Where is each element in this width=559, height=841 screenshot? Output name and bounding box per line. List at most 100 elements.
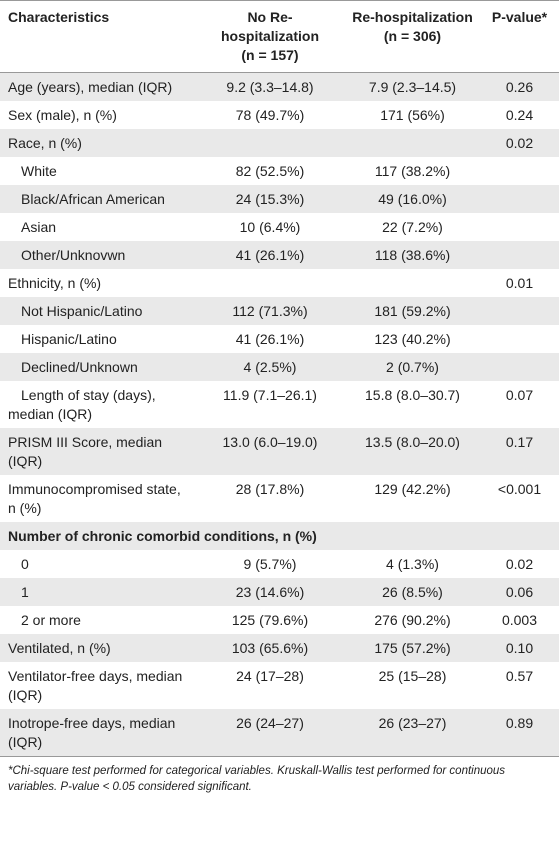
table-cell: 7.9 (2.3–14.5)	[345, 72, 480, 101]
table-cell: 4 (1.3%)	[386, 555, 439, 572]
table-cell: 175 (57.2%)	[345, 634, 480, 662]
table-cell	[480, 297, 559, 325]
table-row: Asian 10 (6.4%) 22 (7.2%)	[0, 213, 559, 241]
table-cell: Other/Unknovwn	[0, 241, 195, 269]
table-cell: 181 (59.2%)	[345, 297, 480, 325]
table-row: Inotrope-free days, median (IQR) 26 (24–2…	[0, 709, 559, 757]
table-cell	[345, 269, 480, 297]
header-cell: Re-hospitalization (n = 306)	[345, 0, 480, 73]
table-row: 2 or more 125 (79.6%) 276 (90.2%) 0.003	[0, 606, 559, 634]
table-cell: 0.02	[505, 555, 534, 572]
table-row: Declined/Unknown 4 (2.5%) 2 (0.7%)	[0, 353, 559, 381]
table-cell: 276 (90.2%)	[374, 611, 451, 628]
table-row: Number of chronic comorbid conditions, n…	[0, 522, 559, 550]
table-body: Age (years), median (IQR) 9.2 (3.3–14.8) 7…	[0, 72, 559, 757]
table-cell: 123 (40.2%)	[374, 330, 451, 347]
header-label: Re-hospitalization	[352, 9, 473, 25]
table-cell: 41 (26.1%)	[235, 330, 305, 347]
table-cell: 9.2 (3.3–14.8)	[195, 72, 345, 101]
table-cell: 10 (6.4%)	[239, 218, 301, 235]
table-cell: 26 (8.5%)	[345, 578, 480, 606]
table-cell: 82 (52.5%)	[235, 162, 305, 179]
table-cell: 26 (24–27)	[195, 709, 345, 757]
table-cell: Asian	[21, 218, 57, 235]
table-cell: 0.89	[480, 709, 559, 757]
table-cell: 125 (79.6%)	[231, 611, 309, 628]
table-cell: 2 (0.7%)	[345, 353, 480, 381]
table-cell: Immunocompromised state, n (%)	[8, 480, 181, 516]
table-cell: 0.24	[505, 106, 534, 123]
table-cell: 112 (71.3%)	[195, 297, 345, 325]
table-cell: 129 (42.2%)	[374, 480, 451, 497]
table-cell: 22 (7.2%)	[382, 218, 443, 235]
header-n: (n = 157)	[241, 47, 299, 63]
table-row: Sex (male), n (%) 78 (49.7%) 171 (56%) 0.24	[0, 101, 559, 129]
table-cell: 0.10	[480, 634, 559, 662]
table-row: 1 23 (14.6%) 26 (8.5%) 0.06	[0, 578, 559, 606]
table-cell: Declined/Unknown	[0, 353, 195, 381]
table-row: Length of stay (days), median (IQR) 11.9 …	[0, 381, 559, 428]
table-row: PRISM III Score, median (IQR) 13.0 (6.0–1…	[0, 428, 559, 475]
table-row: Ventilated, n (%) 103 (65.6%) 175 (57.2%) 0…	[0, 634, 559, 662]
table-cell: 15.8 (8.0–30.7)	[365, 386, 460, 403]
table-cell: 24 (15.3%)	[195, 185, 345, 213]
table-cell	[480, 157, 559, 185]
table-cell: 0.003	[501, 611, 538, 628]
table-cell: 118 (38.6%)	[345, 241, 480, 269]
table-cell: 0	[21, 555, 29, 572]
table-cell: 117 (38.2%)	[374, 162, 451, 179]
table-cell: 9 (5.7%)	[243, 555, 297, 572]
table-cell: White	[21, 162, 57, 179]
header-cell: P-value*	[480, 0, 559, 73]
footnote: *Chi-square test performed for categoric…	[8, 765, 506, 793]
table-cell: Sex (male), n (%)	[8, 106, 117, 123]
table-cell: Ventilated, n (%)	[0, 634, 195, 662]
table-cell: Length of stay (days), median (IQR)	[8, 386, 156, 422]
table-cell: Ethnicity, n (%)	[8, 274, 102, 291]
table-cell: Black/African American	[0, 185, 195, 213]
table-row: Other/Unknovwn 41 (26.1%) 118 (38.6%)	[0, 241, 559, 269]
table-cell: Race, n (%)	[0, 129, 195, 157]
table-cell	[195, 269, 345, 297]
table-cell: Ventilator-free days, median (IQR)	[8, 667, 183, 703]
table-cell: 28 (17.8%)	[235, 480, 305, 497]
table-cell: 49 (16.0%)	[345, 185, 480, 213]
table-cell: 0.17	[480, 428, 559, 475]
table-cell	[480, 213, 559, 241]
header-label: Characteristics	[8, 9, 110, 25]
table-cell	[480, 353, 559, 381]
table-row: Not Hispanic/Latino 112 (71.3%) 181 (59.2%…	[0, 297, 559, 325]
header-n: (n = 306)	[383, 28, 442, 44]
table-cell: 25 (15–28)	[378, 667, 447, 684]
table-cell: PRISM III Score, median (IQR)	[0, 428, 195, 475]
table-cell: Inotrope-free days, median (IQR)	[0, 709, 195, 757]
table-cell: 2 or more	[21, 611, 81, 628]
table-row: Hispanic/Latino 41 (26.1%) 123 (40.2%)	[0, 325, 559, 353]
table-cell: Not Hispanic/Latino	[0, 297, 195, 325]
table-row: Ventilator-free days, median (IQR) 24 (17…	[0, 662, 559, 709]
table-cell	[480, 325, 559, 353]
header-cell: No Re-hospitalization (n = 157)	[195, 0, 345, 73]
table-cell: 23 (14.6%)	[195, 578, 345, 606]
table-cell: 0.07	[505, 386, 534, 403]
table-header: Characteristics No Re-hospitalization (n =…	[0, 0, 559, 73]
table-row: Race, n (%) 0.02	[0, 129, 559, 157]
header-cell: Characteristics	[0, 0, 195, 73]
table-row: Ethnicity, n (%) 0.01	[0, 269, 559, 297]
table-cell: 0.26	[480, 72, 559, 101]
table-row: Immunocompromised state, n (%) 28 (17.8%)…	[0, 475, 559, 522]
table-row: Black/African American 24 (15.3%) 49 (16.0…	[0, 185, 559, 213]
section-cell: Number of chronic comorbid conditions, n…	[0, 522, 559, 550]
table-cell: 13.5 (8.0–20.0)	[345, 428, 480, 475]
table-cell: 4 (2.5%)	[195, 353, 345, 381]
table-cell: 13.0 (6.0–19.0)	[195, 428, 345, 475]
table-cell: 78 (49.7%)	[235, 106, 305, 123]
table-cell: 0.01	[505, 274, 534, 291]
table-row: White 82 (52.5%) 117 (38.2%)	[0, 157, 559, 185]
table-cell	[480, 241, 559, 269]
table-cell	[345, 129, 480, 157]
table-cell: 171 (56%)	[380, 106, 445, 123]
table-row: Age (years), median (IQR) 9.2 (3.3–14.8) 7…	[0, 72, 559, 101]
table-cell: 11.9 (7.1–26.1)	[223, 386, 317, 403]
